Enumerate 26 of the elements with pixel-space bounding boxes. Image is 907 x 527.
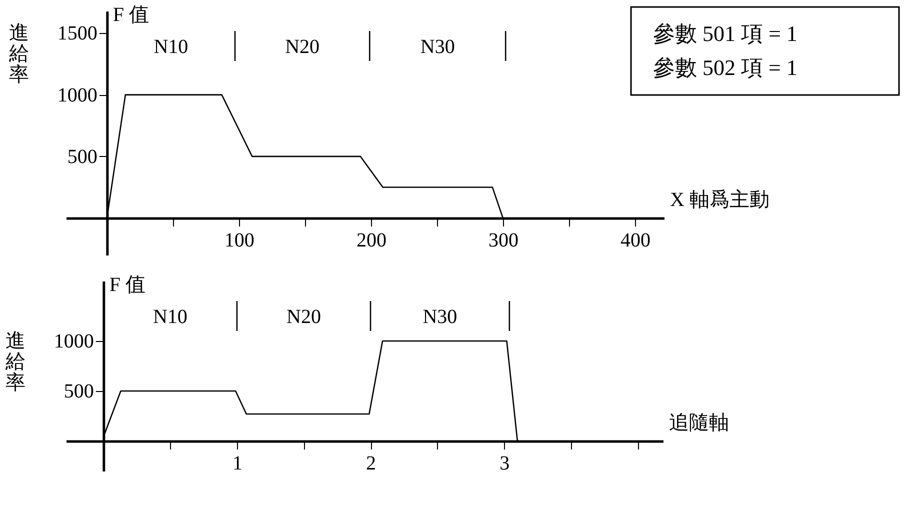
y-tick-label: 1000	[57, 84, 98, 106]
y-axis-title: 進給率	[4, 330, 26, 394]
annotation: N30	[420, 36, 455, 58]
annotation: F 值	[112, 4, 150, 26]
x-tick-label: 3	[500, 452, 510, 474]
y-tick-label: 1000	[54, 330, 94, 352]
y-tick-label: 1500	[57, 22, 98, 45]
annotation: N10	[152, 306, 188, 328]
annotation: N20	[285, 36, 320, 58]
annotation: N10	[154, 36, 188, 58]
x-axis-title: X 軸爲主動	[670, 188, 770, 212]
x-tick-label: 200	[356, 230, 386, 252]
x-tick-label: 100	[224, 230, 254, 252]
annotation: 參數 502 項 = 1	[653, 55, 798, 80]
x-tick-label: 300	[488, 230, 518, 252]
x-tick-label: 1	[232, 452, 242, 474]
annotation: F 值	[109, 274, 146, 296]
y-tick-label: 500	[64, 380, 94, 402]
x-tick-label: 400	[620, 230, 650, 252]
y-axis-title: 進給率	[8, 22, 29, 86]
annotation: N30	[422, 306, 458, 328]
x-tick-label: 2	[366, 452, 376, 474]
annotation: 參數 501 項 = 1	[653, 21, 798, 46]
x-axis-title: 追隨軸	[669, 412, 729, 434]
annotation: N20	[286, 306, 321, 328]
y-tick-label: 500	[67, 146, 98, 168]
